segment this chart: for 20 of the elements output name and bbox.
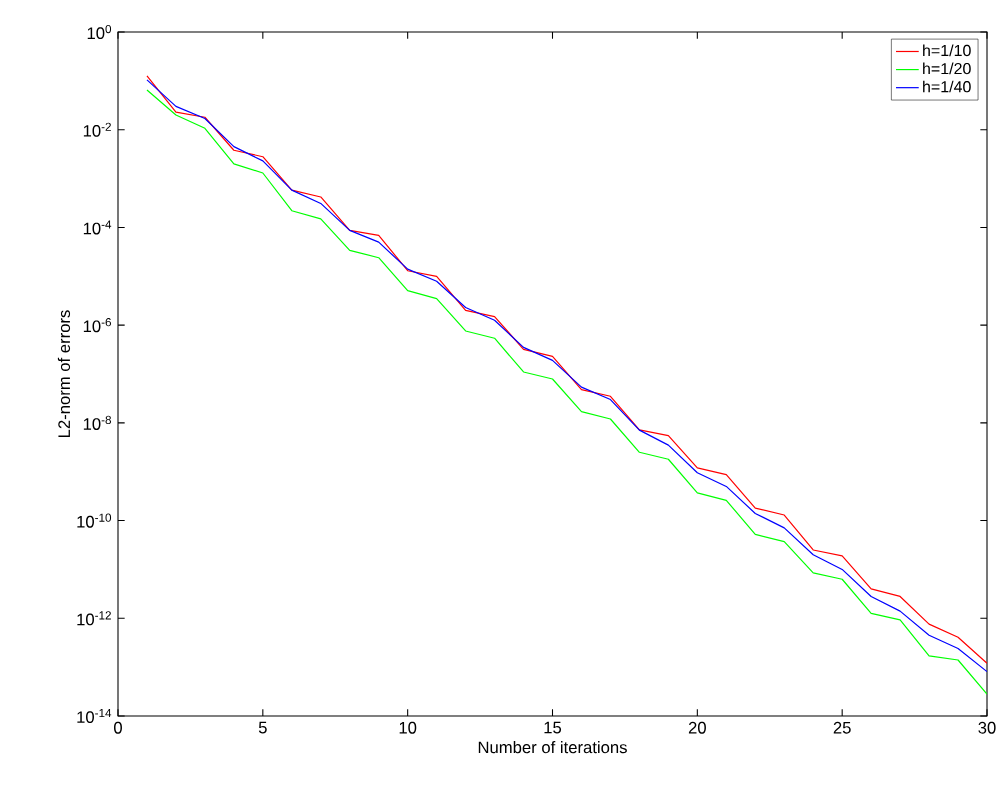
y-tick-label: 10$^{-12}$: [77, 611, 111, 626]
legend-label: h=1/20: [923, 62, 971, 75]
legend-label: h=1/10: [923, 44, 971, 57]
y-tick-label: 10$^{-14}$: [77, 709, 112, 724]
legend-label: h=1/40: [923, 80, 971, 93]
y-tick-label: 10$^{-6}$: [83, 318, 111, 333]
x-tick-label: 15: [544, 721, 562, 734]
x-tick-label: 30: [978, 721, 996, 734]
y-tick-label: 10$^{0}$: [87, 24, 112, 40]
x-tick-label: 20: [688, 721, 706, 734]
y-tick-label: 10$^{-10}$: [77, 513, 112, 528]
y-axis-title: L2-norm of errors: [57, 310, 71, 438]
x-tick-label: 25: [833, 721, 851, 734]
x-tick-label: 10: [399, 721, 417, 734]
x-tick-label: 5: [258, 721, 267, 734]
x-axis-title: Number of iterations: [478, 741, 627, 754]
y-tick-label: 10$^{-4}$: [83, 220, 112, 235]
x-tick-label: 0: [114, 721, 122, 734]
y-tick-label: 10$^{-2}$: [83, 122, 111, 137]
y-tick-label: 10$^{-8}$: [83, 415, 111, 430]
